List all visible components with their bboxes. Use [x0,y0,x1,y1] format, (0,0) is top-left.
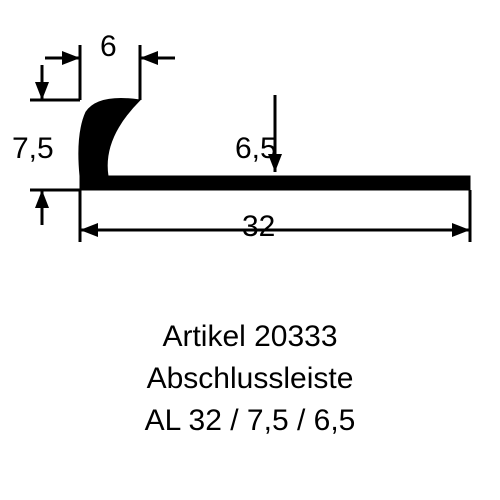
caption-line-2: Abschlussleiste [0,362,500,396]
diagram-canvas: 6 7,5 6,5 32 Artikel 20333 Abschlussleis… [0,0,500,500]
caption-line-1: Artikel 20333 [0,320,500,354]
dim-32-label: 32 [242,210,275,244]
caption-line-3: AL 32 / 7,5 / 6,5 [0,404,500,438]
